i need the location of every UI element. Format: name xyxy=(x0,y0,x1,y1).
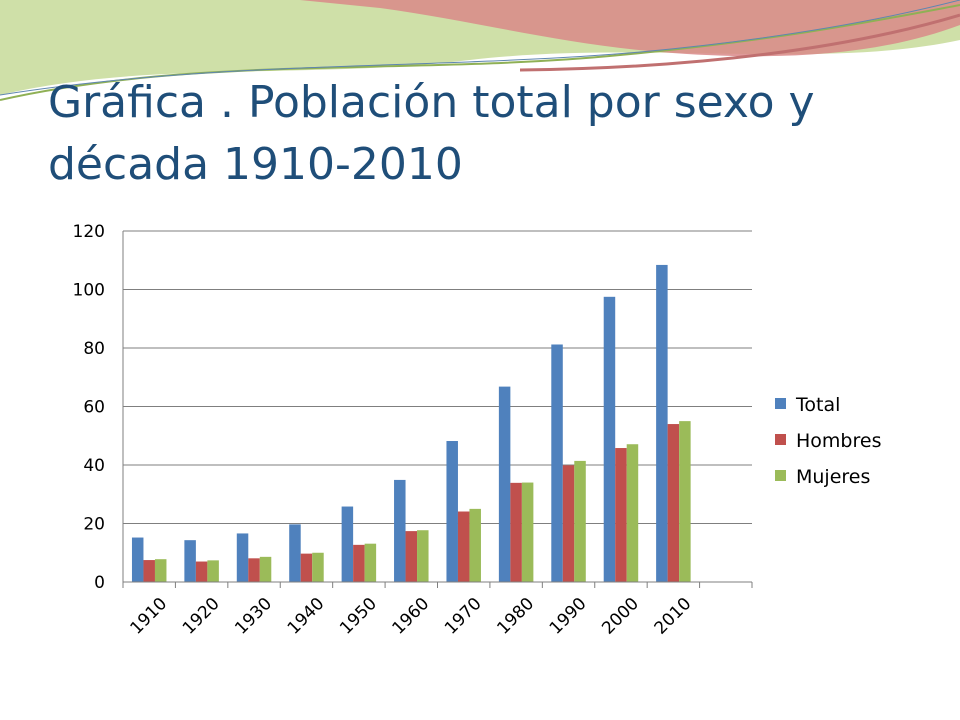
bar-total-1990 xyxy=(551,344,563,582)
x-tick-label: 1920 xyxy=(179,594,224,639)
bar-mujeres-1990 xyxy=(574,460,586,582)
bar-hombres-2000 xyxy=(615,448,627,582)
gridlines xyxy=(123,230,752,524)
x-tick-label: 1940 xyxy=(284,594,329,639)
x-tick-label: 1930 xyxy=(231,594,276,639)
bar-hombres-1930 xyxy=(248,558,260,582)
bar-hombres-1980 xyxy=(510,482,522,582)
legend-swatch-mujeres xyxy=(775,470,786,481)
legend-label-mujeres: Mujeres xyxy=(796,466,870,488)
bar-total-2000 xyxy=(603,296,616,582)
y-tick-label: 100 xyxy=(73,281,105,301)
bar-mujeres-1980 xyxy=(521,482,534,582)
x-tick-label: 2010 xyxy=(651,594,696,639)
bar-mujeres-1920 xyxy=(207,560,219,582)
legend-swatch-total xyxy=(775,398,786,409)
bar-mujeres-1950 xyxy=(364,543,377,582)
y-tick-label: 60 xyxy=(83,398,105,418)
bar-mujeres-1910 xyxy=(154,559,167,582)
bar-hombres-1970 xyxy=(457,511,470,582)
bars xyxy=(131,264,691,582)
bar-total-1930 xyxy=(236,533,249,582)
bar-hombres-1950 xyxy=(353,544,365,582)
bar-mujeres-1960 xyxy=(417,530,429,582)
bar-hombres-1990 xyxy=(562,465,575,582)
bar-mujeres-2010 xyxy=(679,421,691,582)
x-tick-label: 1970 xyxy=(441,594,486,639)
slide-title: Gráfica . Población total por sexo y déc… xyxy=(48,77,815,190)
y-tick-label: 0 xyxy=(94,573,105,593)
bar-total-1920 xyxy=(184,540,196,582)
bar-mujeres-1940 xyxy=(312,552,324,582)
bar-hombres-1920 xyxy=(195,561,208,582)
y-tick-label: 40 xyxy=(83,456,105,476)
bar-total-1980 xyxy=(498,386,511,582)
bar-total-1960 xyxy=(394,479,406,582)
bar-total-1940 xyxy=(289,524,301,582)
bar-hombres-1940 xyxy=(300,553,313,582)
y-tick-label: 80 xyxy=(83,339,105,359)
bar-hombres-1910 xyxy=(143,560,155,582)
legend-label-hombres: Hombres xyxy=(796,430,881,452)
x-tick-label: 1950 xyxy=(336,594,381,639)
legend: Total Hombres Mujeres xyxy=(775,394,881,488)
bar-total-1970 xyxy=(446,441,458,582)
x-tick-label: 1960 xyxy=(389,594,434,639)
bar-mujeres-2000 xyxy=(626,444,639,582)
decorative-banner xyxy=(0,0,960,101)
legend-swatch-hombres xyxy=(775,434,786,445)
bar-mujeres-1970 xyxy=(469,508,481,582)
legend-label-total: Total xyxy=(795,394,840,416)
bar-mujeres-1930 xyxy=(259,556,272,582)
x-tick-label: 2000 xyxy=(598,594,643,639)
x-tick-label: 1980 xyxy=(493,594,538,639)
bar-hombres-1960 xyxy=(405,531,418,582)
y-tick-label: 20 xyxy=(83,515,105,535)
bar-total-1950 xyxy=(341,506,354,582)
bar-total-2010 xyxy=(656,264,668,582)
x-tick-label: 1990 xyxy=(546,594,591,639)
bar-total-1910 xyxy=(131,537,144,582)
x-tick-label: 1910 xyxy=(126,594,171,639)
y-tick-label: 120 xyxy=(73,222,105,242)
bar-hombres-2010 xyxy=(667,424,680,582)
